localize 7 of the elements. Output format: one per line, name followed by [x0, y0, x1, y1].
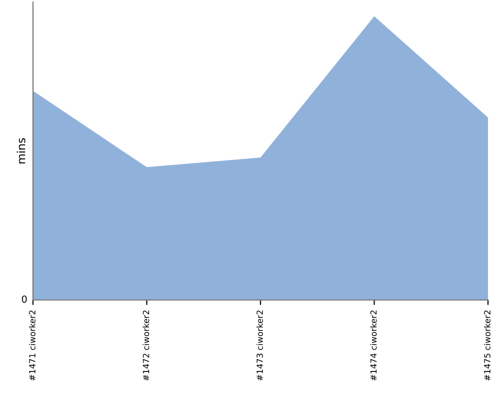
x-tick-label: #1471 ciworker2	[28, 310, 36, 381]
x-tick-label: #1473 ciworker2	[256, 310, 263, 381]
y-axis-title: mins	[16, 138, 26, 164]
text: 0	[22, 295, 27, 303]
x-tick-label: #1472 ciworker2	[142, 310, 150, 381]
x-tick-label: #1474 ciworker2	[370, 310, 377, 381]
x-tick-label: #1475 ciworker2	[484, 310, 490, 381]
